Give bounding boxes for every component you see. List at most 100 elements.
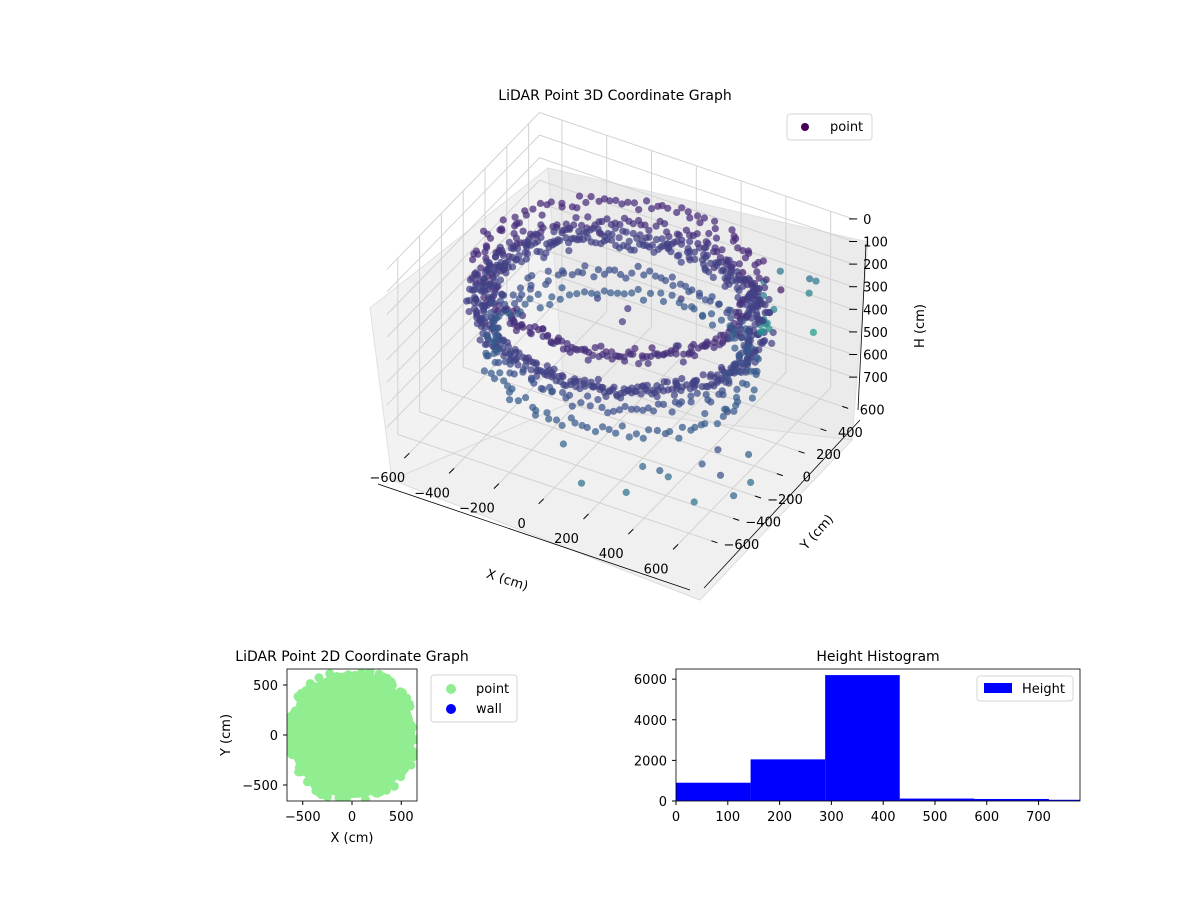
point-3d (718, 339, 727, 347)
point-3d (726, 263, 734, 271)
point-3d (735, 352, 744, 360)
point-3d (504, 309, 512, 317)
point-3d (543, 240, 551, 248)
point-3d (550, 228, 558, 236)
point-3d (687, 398, 695, 406)
point-3d (500, 377, 508, 385)
point-3d (539, 325, 547, 333)
point-3d (742, 325, 750, 333)
point-3d (571, 419, 579, 427)
point-3d (556, 295, 564, 303)
point-3d (591, 428, 600, 436)
point-3d (605, 266, 613, 274)
point-3d (504, 343, 512, 351)
point-3d (558, 199, 566, 207)
chart-histogram: Height Histogram 0 100 200 300 400 500 600 7000… (634, 649, 1081, 825)
point-3d (527, 376, 536, 384)
point-3d (672, 350, 680, 358)
point-3d (711, 217, 719, 225)
point-3d (707, 259, 715, 267)
point-3d (573, 204, 581, 212)
point-3d (634, 262, 642, 270)
point-3d (717, 316, 726, 324)
point-3d (578, 345, 586, 354)
point-3d (620, 290, 628, 298)
point-2d (389, 781, 399, 791)
point-3d (620, 214, 629, 222)
point-3d (670, 391, 679, 399)
x-tick-3d (583, 513, 589, 520)
point-3d (726, 322, 734, 330)
point-3d (690, 498, 698, 506)
point-3d (675, 299, 683, 307)
point-3d (477, 264, 485, 272)
point-3d (597, 342, 605, 350)
point-3d (765, 309, 774, 317)
point-3d (684, 245, 692, 253)
point-3d (703, 338, 711, 346)
points-2d (287, 669, 417, 801)
point-3d (728, 226, 736, 234)
point-3d (753, 268, 761, 276)
point-3d (645, 226, 653, 234)
point-3d (479, 302, 487, 310)
point-2d (288, 725, 298, 735)
point-3d (472, 269, 480, 277)
point-3d (653, 426, 662, 435)
point-3d (752, 309, 761, 317)
point-3d (548, 388, 556, 396)
legend-2d-marker-point (446, 684, 456, 694)
point-3d (537, 233, 545, 241)
point-3d (619, 227, 627, 235)
histogram-y-tick-label: 6000 (634, 673, 667, 688)
point-3d (677, 258, 685, 266)
point-3d (687, 392, 695, 400)
point-3d (715, 300, 723, 308)
point-3d (679, 358, 687, 366)
point-3d (685, 288, 693, 296)
point-3d (727, 269, 735, 277)
point-3d (553, 221, 561, 229)
point-3d (492, 346, 500, 354)
point-3d (659, 400, 668, 408)
point-3d (607, 289, 615, 297)
point-2d (305, 679, 315, 689)
point-3d (713, 371, 721, 379)
point-3d (701, 266, 710, 274)
point-3d (606, 197, 614, 205)
point-3d (725, 256, 733, 264)
y-tick-3d (733, 517, 740, 521)
z-tick-label-3d: 400 (863, 303, 888, 318)
x-axis-label-3d: X (cm) (484, 567, 530, 595)
point-3d (682, 226, 691, 234)
point-3d (625, 433, 633, 441)
point-3d (612, 429, 620, 437)
point-3d (633, 405, 641, 413)
point-3d (742, 358, 750, 366)
point-3d (586, 402, 594, 410)
point-3d (693, 389, 701, 397)
point-3d (676, 280, 685, 288)
point-3d (552, 416, 561, 424)
point-3d (631, 344, 639, 353)
x-tick-label-3d: −200 (459, 502, 495, 517)
point-2d (377, 681, 387, 691)
point-3d (707, 398, 715, 406)
grid-left-z (386, 112, 540, 270)
point-3d (632, 430, 641, 438)
point-3d (712, 234, 721, 242)
point-3d (559, 440, 568, 448)
grid-floor-y (419, 411, 734, 519)
point-3d (496, 297, 504, 305)
point-3d (642, 234, 650, 242)
point-3d (519, 366, 527, 374)
point-3d (708, 293, 716, 301)
point-2d (406, 760, 416, 770)
point-3d (702, 243, 710, 252)
point-3d (702, 238, 710, 246)
y-tick-3d (754, 495, 762, 499)
histogram-frame (675, 668, 1081, 802)
point-3d (730, 232, 738, 240)
histogram-bar (899, 798, 975, 801)
